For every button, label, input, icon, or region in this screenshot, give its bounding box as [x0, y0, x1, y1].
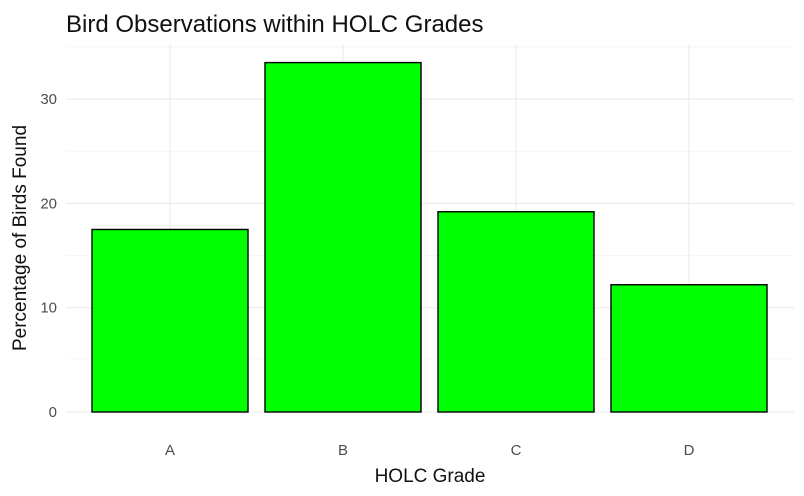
x-tick-label: C	[511, 442, 522, 459]
y-axis-ticks: 0 10 20 30	[40, 91, 57, 421]
x-axis-title: HOLC Grade	[375, 466, 486, 487]
x-tick-label: D	[684, 442, 695, 459]
bar-b	[264, 61, 422, 413]
y-tick-label: 10	[40, 300, 57, 317]
bar-c	[437, 211, 595, 413]
y-tick-label: 30	[40, 91, 57, 108]
x-tick-label: B	[338, 442, 348, 459]
chart-title: Bird Observations within HOLC Grades	[66, 11, 484, 38]
x-axis-ticks: A B C D	[165, 442, 695, 459]
x-tick-label: A	[165, 442, 175, 459]
bar-a	[91, 228, 249, 413]
bar-d	[610, 284, 768, 413]
bars	[91, 61, 768, 413]
y-tick-label: 0	[49, 404, 57, 421]
y-axis-title: Percentage of Birds Found	[10, 125, 31, 351]
y-tick-label: 20	[40, 195, 57, 212]
